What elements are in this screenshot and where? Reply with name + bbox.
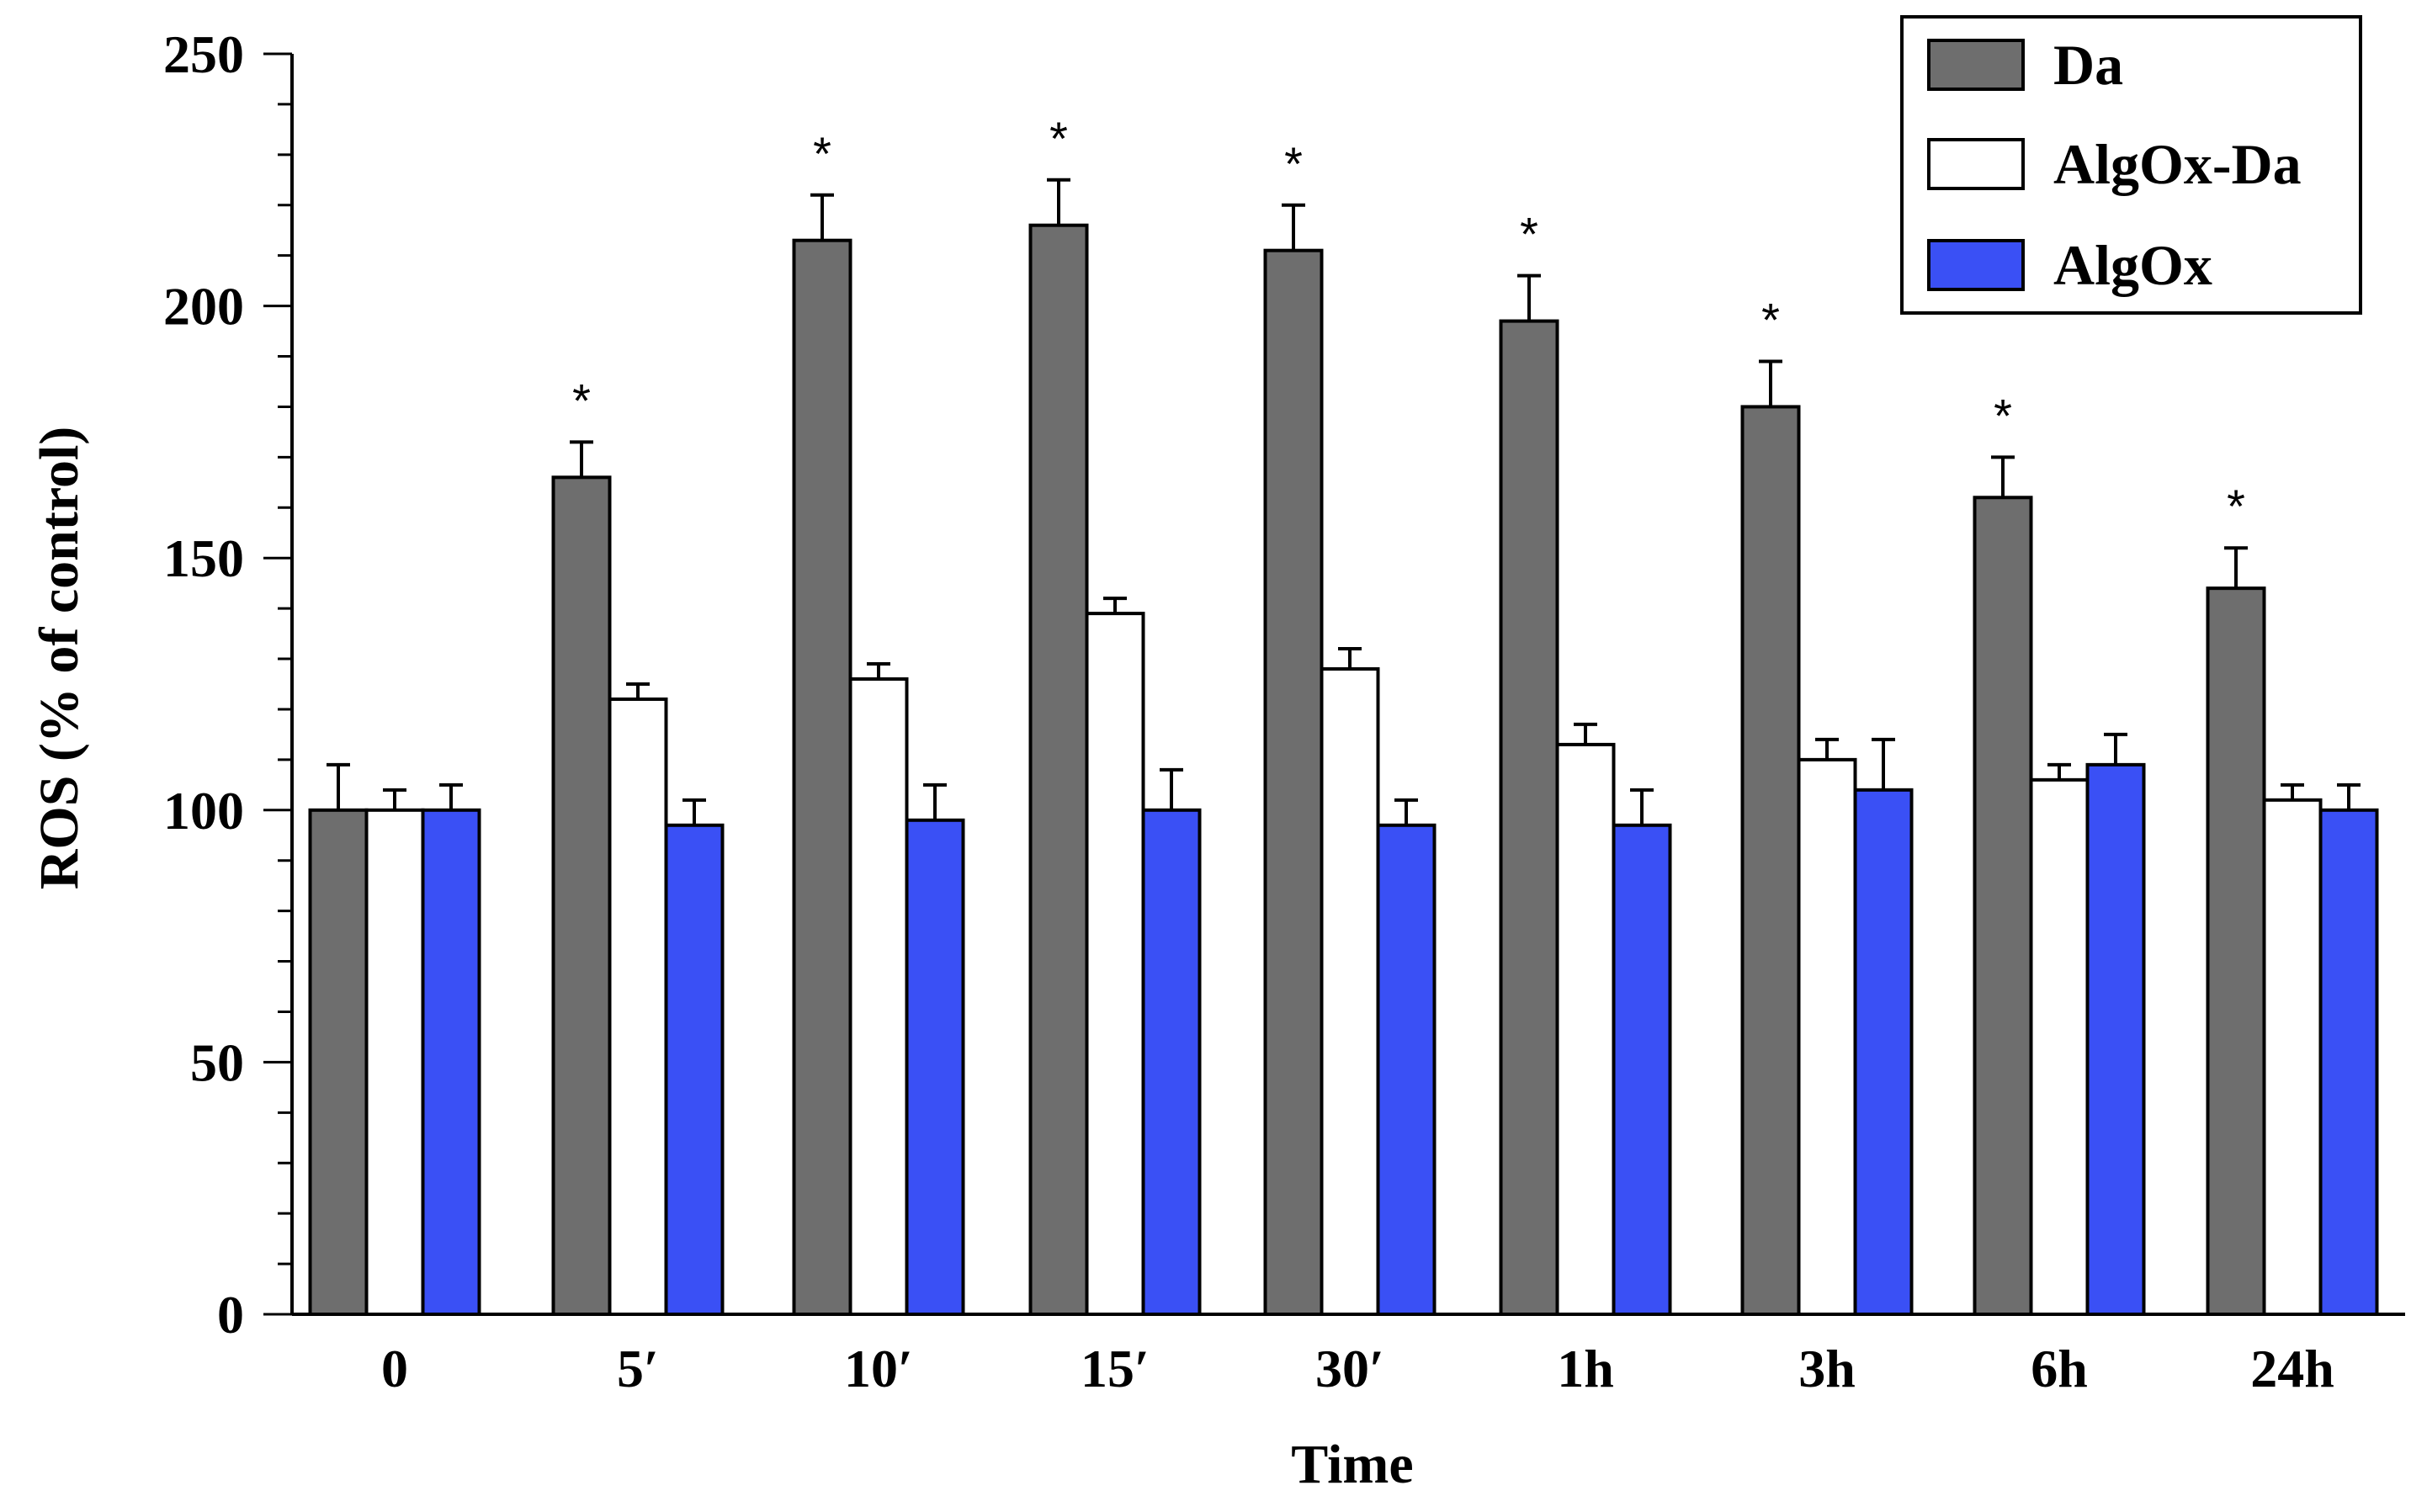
- x-tick-label: 0: [381, 1339, 408, 1398]
- y-tick-label: 250: [163, 24, 244, 84]
- bar-algox-da: [2029, 777, 2090, 1316]
- bar-algox: [2318, 808, 2379, 1316]
- significance-star: *: [813, 127, 831, 180]
- x-tick-label: 30′: [1315, 1339, 1384, 1398]
- bar-algox-da: [364, 808, 425, 1316]
- significance-star: *: [1049, 112, 1068, 165]
- bar-da: [1499, 319, 1559, 1316]
- bar-da: [308, 808, 369, 1316]
- x-tick-label: 1h: [1557, 1339, 1614, 1398]
- legend: Da AlgOx-Da AlgOx: [1900, 15, 2362, 315]
- y-tick-label: 200: [163, 277, 244, 337]
- x-axis-title: Time: [1291, 1434, 1413, 1495]
- bar-da: [1973, 496, 2033, 1316]
- bar-da: [1263, 248, 1324, 1316]
- bar-algox-da: [608, 697, 668, 1316]
- bar-algox: [2085, 762, 2146, 1316]
- x-tick-label: 6h: [2031, 1339, 2088, 1398]
- x-tick-label: 15′: [1081, 1339, 1150, 1398]
- bar-algox: [664, 823, 725, 1316]
- y-tick-label: 50: [190, 1032, 244, 1092]
- legend-label-algox: AlgOx: [2053, 233, 2212, 297]
- bar-da: [551, 475, 612, 1316]
- bar-algox-da: [1320, 667, 1380, 1316]
- significance-star: *: [572, 374, 591, 427]
- bar-algox-da: [2262, 798, 2323, 1316]
- y-tick-label: 150: [163, 528, 244, 588]
- legend-label-algox-da: AlgOx-Da: [2053, 132, 2302, 196]
- y-axis-title: ROS (% of control): [29, 427, 90, 890]
- bar-da: [1740, 405, 1801, 1317]
- significance-star: *: [1520, 208, 1538, 261]
- x-tick-label: 5′: [617, 1339, 659, 1398]
- bar-algox: [1612, 823, 1672, 1316]
- x-tick-label: 3h: [1798, 1339, 1856, 1398]
- bar-algox: [905, 818, 965, 1316]
- bar-da: [1028, 223, 1089, 1316]
- y-tick-label: 100: [163, 781, 244, 841]
- bar-algox-da: [1797, 757, 1857, 1316]
- significance-star: *: [1284, 137, 1303, 190]
- x-tick-label: 10′: [844, 1339, 913, 1398]
- x-tick-label: 24h: [2250, 1339, 2334, 1398]
- legend-swatch-algox: [1927, 239, 2025, 291]
- significance-star: *: [1761, 294, 1780, 347]
- legend-swatch-algox-da: [1927, 138, 2025, 190]
- bar-da: [792, 238, 852, 1317]
- significance-star: *: [2227, 480, 2245, 533]
- bar-algox-da: [1085, 612, 1145, 1316]
- bar-algox-da: [1555, 742, 1616, 1316]
- bar-algox: [1853, 788, 1914, 1316]
- legend-swatch-da: [1927, 39, 2025, 91]
- bar-da: [2206, 586, 2266, 1316]
- bar-algox: [1376, 823, 1437, 1316]
- bar-algox: [421, 808, 481, 1316]
- legend-label-da: Da: [2053, 33, 2123, 97]
- y-tick-label: 0: [217, 1285, 244, 1345]
- bar-algox-da: [848, 677, 909, 1316]
- bar-algox: [1141, 808, 1202, 1316]
- significance-star: *: [1994, 389, 2012, 442]
